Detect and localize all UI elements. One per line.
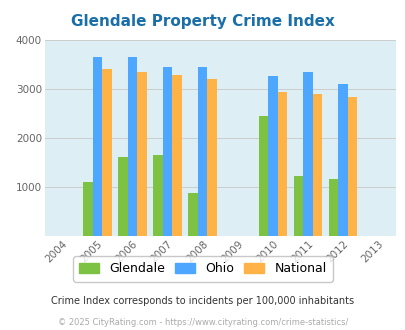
Text: Glendale Property Crime Index: Glendale Property Crime Index	[71, 14, 334, 29]
Bar	[303, 72, 312, 236]
Bar	[102, 69, 111, 236]
Bar	[207, 79, 216, 236]
Bar	[338, 84, 347, 236]
Bar	[347, 97, 356, 236]
Bar	[128, 57, 137, 236]
Bar	[92, 57, 102, 236]
Text: Crime Index corresponds to incidents per 100,000 inhabitants: Crime Index corresponds to incidents per…	[51, 296, 354, 306]
Bar	[328, 179, 338, 236]
Bar	[137, 72, 146, 236]
Bar	[118, 157, 128, 236]
Bar	[162, 67, 172, 236]
Bar	[293, 176, 303, 236]
Bar	[277, 92, 286, 236]
Bar	[258, 116, 268, 236]
Bar	[188, 193, 198, 236]
Bar	[83, 182, 92, 236]
Text: © 2025 CityRating.com - https://www.cityrating.com/crime-statistics/: © 2025 CityRating.com - https://www.city…	[58, 318, 347, 327]
Legend: Glendale, Ohio, National: Glendale, Ohio, National	[73, 256, 332, 282]
Bar	[312, 94, 322, 236]
Bar	[172, 75, 181, 236]
Bar	[268, 77, 277, 236]
Bar	[153, 155, 162, 236]
Bar	[198, 67, 207, 236]
